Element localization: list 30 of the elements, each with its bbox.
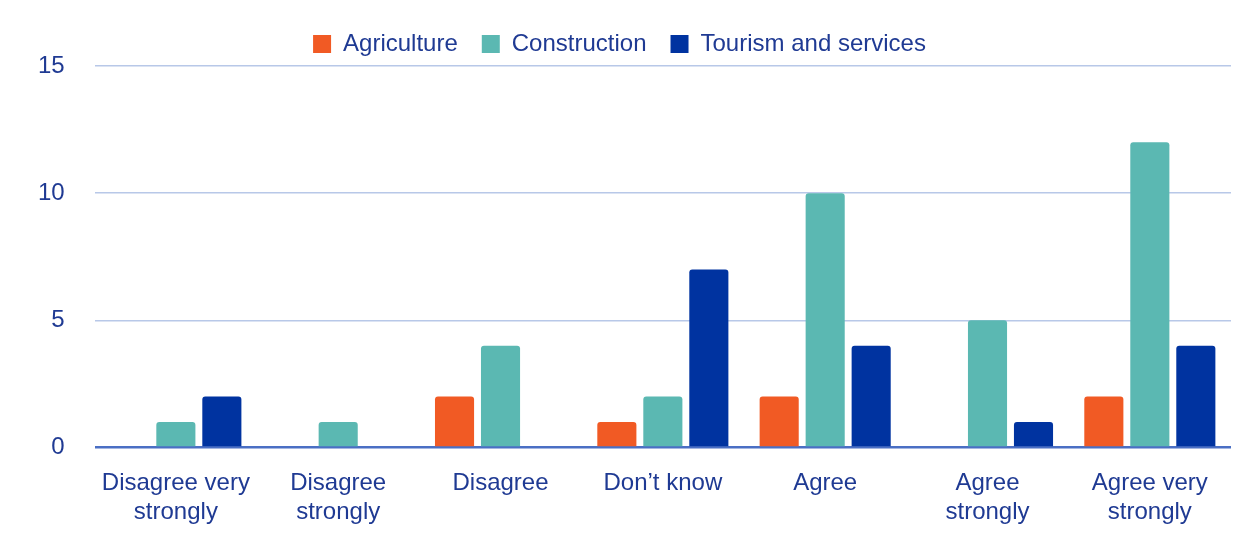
bar bbox=[434, 396, 475, 447]
legend-label: Agriculture bbox=[343, 28, 458, 56]
bar bbox=[967, 320, 1008, 447]
bar bbox=[202, 396, 242, 447]
bar bbox=[318, 421, 358, 447]
bar bbox=[597, 421, 637, 447]
legend-label: Construction bbox=[511, 28, 647, 56]
x-tick-label: Disagree bbox=[452, 468, 549, 496]
bar bbox=[1176, 345, 1216, 447]
y-tick-label: 10 bbox=[37, 177, 65, 205]
y-tick-label: 0 bbox=[51, 432, 65, 460]
bar bbox=[851, 345, 891, 447]
x-tick-label: Agree very strongly bbox=[1091, 468, 1208, 525]
y-tick-label: 15 bbox=[37, 50, 65, 78]
legend-label: Tourism and services bbox=[700, 28, 926, 56]
bar bbox=[643, 396, 683, 447]
y-tick-label: 5 bbox=[51, 304, 65, 332]
x-tick-label: Disagree strongly bbox=[290, 468, 387, 525]
x-tick-label: Don’t know bbox=[603, 468, 723, 496]
bar bbox=[1013, 421, 1054, 447]
bar bbox=[805, 193, 845, 447]
bar bbox=[759, 396, 799, 447]
bar bbox=[156, 421, 196, 447]
x-tick-label: Disagree very strongly bbox=[101, 468, 250, 525]
x-tick-label: Agree strongly bbox=[945, 468, 1030, 525]
bar bbox=[689, 269, 729, 447]
bar bbox=[480, 345, 521, 447]
bar bbox=[1084, 396, 1124, 447]
x-tick-label: Agree bbox=[793, 468, 858, 496]
bar bbox=[1130, 142, 1170, 447]
